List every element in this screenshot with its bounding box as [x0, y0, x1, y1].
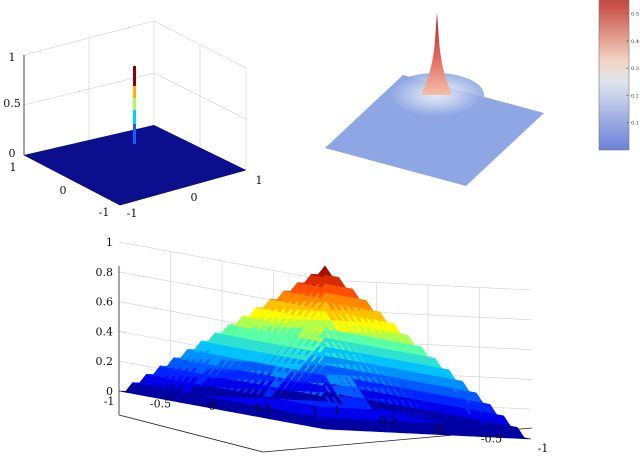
b-z-tick: 0.4	[96, 325, 114, 338]
tl-x-tick: 1	[256, 174, 263, 187]
b-z-tick: 1	[106, 236, 113, 249]
b-y-tick: 0	[209, 400, 216, 413]
b-x-tick: 0	[437, 423, 444, 436]
b-y-tick: -0.5	[150, 398, 171, 411]
b-x-tick: 0.5	[380, 414, 398, 427]
tl-z-tick: 1	[9, 51, 16, 64]
tr-colorbar-tick: 0.5	[631, 12, 639, 18]
b-ticks: 0 0.2 0.4 0.6 0.8 1 -1 -0.5 0 0.5 1 -1 -0.5 0 0.5 1	[96, 236, 549, 455]
tl-z-tick: 0.5	[3, 97, 21, 110]
b-z-tick: 0.8	[96, 266, 114, 279]
b-x-tick: -0.5	[481, 433, 502, 446]
b-surface-patch	[517, 427, 532, 440]
b-surface	[118, 265, 532, 440]
tl-surface-base	[24, 125, 246, 205]
b-y-tick: 1	[312, 405, 319, 418]
tr-colorbar-ticks: 0.1 0.2 0.3 0.4 0.5	[626, 12, 639, 127]
tr-colorbar-tick: 0.1	[631, 121, 639, 127]
b-x-tick: -1	[538, 442, 549, 455]
tl-spike	[133, 66, 136, 144]
tl-x-tick: -1	[127, 207, 138, 220]
tr-spike	[421, 12, 452, 95]
tr-colorbar-tick: 0.2	[631, 93, 639, 99]
tr-surface-plane	[325, 75, 544, 186]
b-z-tick: 0	[106, 385, 113, 398]
b-x-tick: 1	[334, 404, 341, 417]
b-z-tick: 0.6	[96, 296, 114, 309]
tl-y-tick: -1	[99, 206, 110, 219]
b-z-tick: 0.2	[96, 355, 114, 368]
tl-y-tick: 0	[60, 184, 67, 197]
tl-grid	[23, 20, 247, 170]
tl-x-tick: 0	[191, 191, 198, 204]
tl-y-tick: 1	[10, 161, 17, 174]
tl-z-tick: 0	[9, 147, 16, 160]
b-y-tick: -1	[104, 395, 115, 408]
tr-colorbar-tick: 0.4	[631, 39, 639, 45]
tr-colorbar	[598, 0, 630, 151]
b-y-tick: 0.5	[255, 403, 273, 416]
tr-colorbar-tick: 0.3	[631, 66, 639, 72]
